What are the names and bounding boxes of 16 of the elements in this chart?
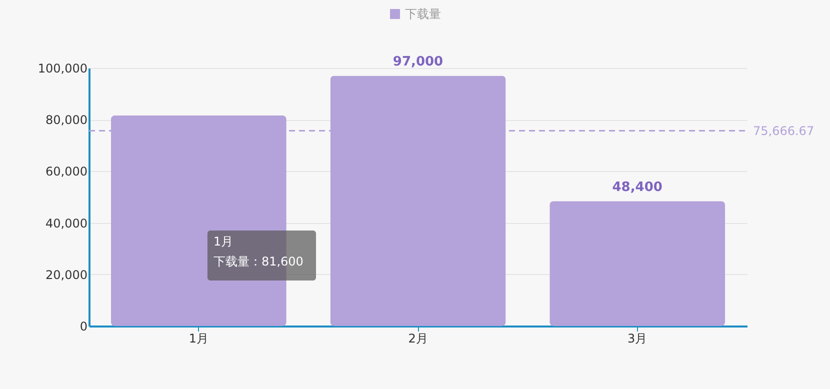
ref-line-label: 75,666.67 [753,124,814,138]
x-tick-label: 3月 [628,332,648,346]
y-tick-label: 40,000 [46,216,88,230]
annotation: 下载量：81,600 [213,254,304,269]
x-tick-label: 2月 [408,332,428,346]
y-tick-label: 60,000 [46,164,88,179]
data-label: 97,000 [392,54,444,70]
y-tick-label: 0 [80,320,88,334]
data-label: 48,400 [612,180,662,196]
annotation: 1月 [213,234,234,249]
legend-label: 下载量 [405,7,441,21]
bar [550,201,726,326]
y-tick-label: 100,000 [38,62,88,76]
y-tick-label: 80,000 [46,113,88,128]
x-tick-label: 1月 [188,332,208,346]
y-tick-label: 20,000 [46,268,88,282]
